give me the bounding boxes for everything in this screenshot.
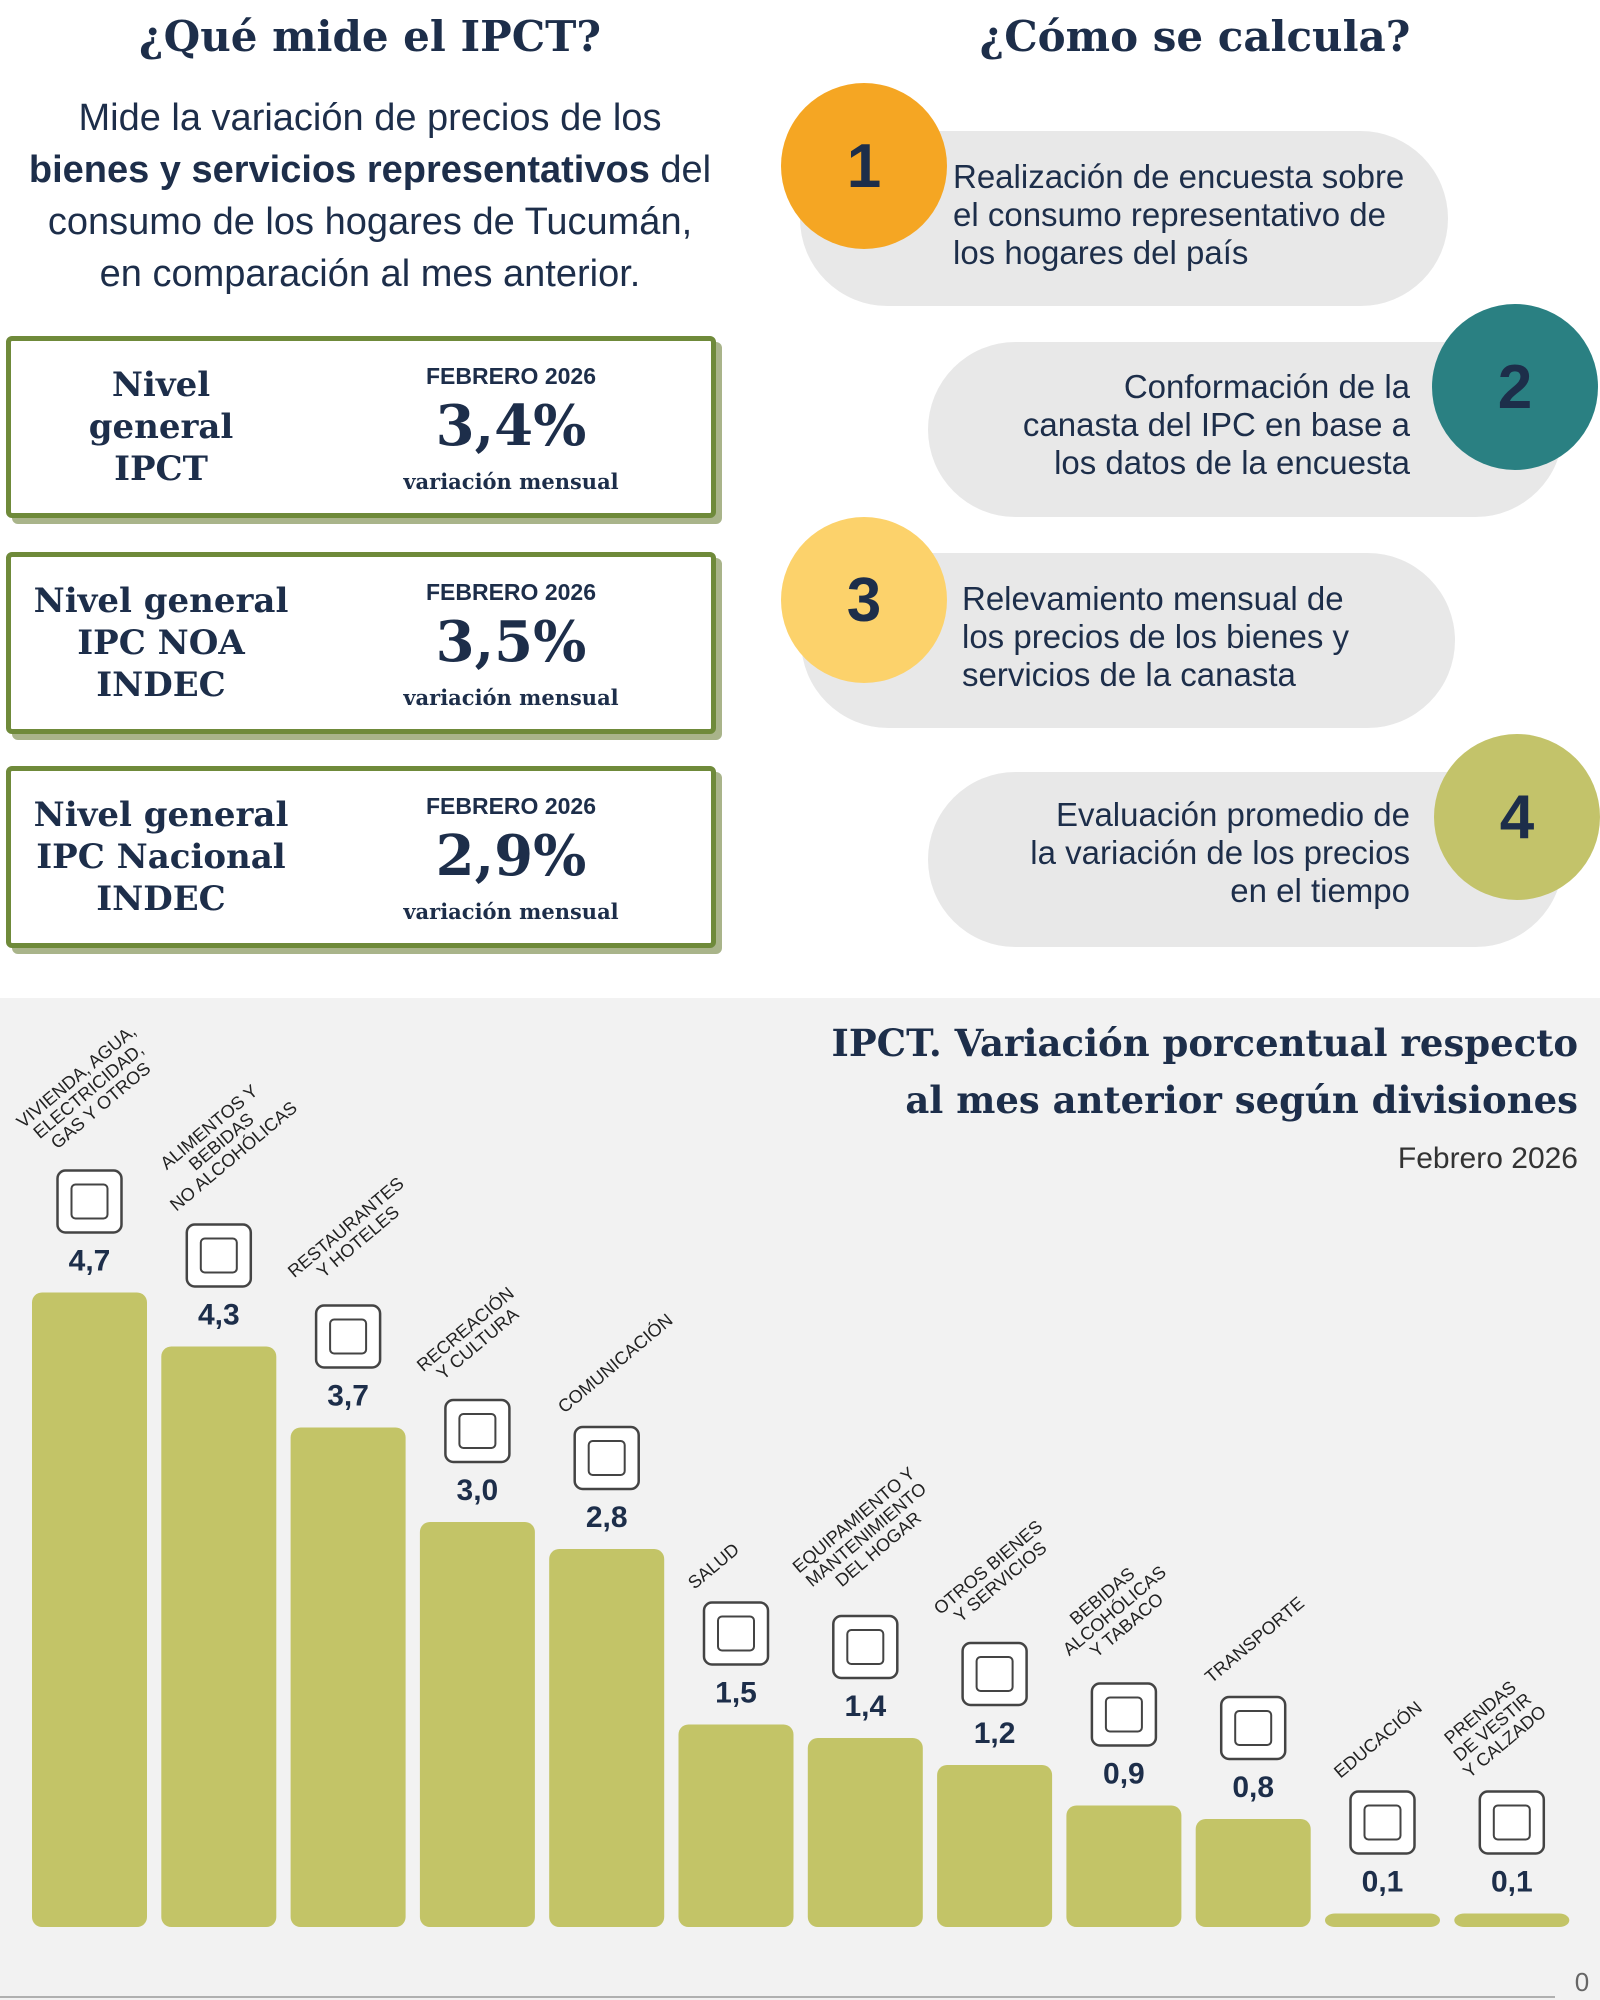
bar	[1325, 1913, 1440, 1927]
bar	[937, 1765, 1053, 1927]
icon-detail	[846, 1629, 885, 1665]
icon	[444, 1398, 511, 1464]
value-label: 3,7	[327, 1379, 369, 1412]
icon-detail	[1492, 1804, 1531, 1841]
icon	[702, 1601, 770, 1666]
icon-detail	[329, 1318, 368, 1355]
card-note: variación mensual	[403, 685, 619, 710]
bar	[1195, 1819, 1311, 1927]
value-label: 1,5	[715, 1676, 757, 1709]
icon-detail	[1104, 1696, 1143, 1733]
card-period: FEBRERO 2026	[425, 579, 596, 605]
icon-detail	[70, 1183, 109, 1220]
icon-detail	[458, 1413, 497, 1449]
right-title: ¿Cómo se calcula?	[979, 12, 1411, 61]
card-note: variación mensual	[403, 899, 619, 924]
info-card: Nivel general IPCT FEBRERO 2026 3,4% variac…	[6, 336, 716, 518]
card-value: 3,4%	[435, 393, 587, 459]
value-label: 3,0	[457, 1474, 499, 1507]
value-label: 4,7	[69, 1244, 111, 1277]
bar	[161, 1346, 277, 1927]
icon	[961, 1641, 1028, 1707]
card-title: Nivel general IPCT	[88, 365, 234, 489]
icon	[1219, 1695, 1287, 1761]
step-text: Evaluación promedio de la variación de l…	[1030, 796, 1410, 909]
icon	[573, 1425, 640, 1491]
step-number: 2	[1432, 304, 1598, 470]
info-card: Nivel general IPC NOA INDEC FEBRERO 2026 3…	[6, 552, 716, 734]
description-text: del consumo de los hogares de Tucumán, e…	[47, 149, 712, 295]
step-number: 3	[781, 517, 947, 683]
bar	[807, 1738, 923, 1927]
card-period: FEBRERO 2026	[425, 363, 596, 389]
icon	[314, 1304, 382, 1369]
icon	[185, 1223, 253, 1288]
value-label: 0,1	[1362, 1865, 1404, 1898]
description: Mide la variación de precios de los bien…	[0, 92, 740, 300]
value-label: 0,8	[1232, 1771, 1274, 1804]
bar	[32, 1292, 147, 1927]
step-text: Realización de encuesta sobre el consumo…	[953, 158, 1405, 271]
bar	[290, 1427, 406, 1927]
icon	[1349, 1790, 1416, 1855]
card-title: Nivel general IPC Nacional INDEC	[33, 795, 289, 919]
icon-detail	[199, 1237, 238, 1274]
step-text: Relevamiento mensual de los precios de l…	[962, 580, 1350, 693]
bar	[678, 1724, 794, 1927]
value-label: 1,4	[844, 1690, 886, 1723]
bar	[1066, 1805, 1182, 1927]
chart-title: IPCT. Variación porcentual respecto al m…	[831, 1021, 1578, 1122]
value-label: 0,1	[1491, 1865, 1533, 1898]
card-value: 3,5%	[435, 609, 587, 675]
description-text: Mide la variación de precios de los	[78, 97, 662, 139]
y-tick-label: 0	[1575, 1967, 1589, 1997]
icon	[56, 1169, 123, 1234]
bar	[549, 1549, 665, 1927]
bar	[1454, 1913, 1570, 1927]
value-label: 2,8	[586, 1501, 628, 1534]
icon-detail	[717, 1615, 755, 1652]
step-number: 4	[1434, 734, 1600, 900]
card-value: 2,9%	[435, 823, 587, 889]
icon-detail	[1363, 1804, 1402, 1841]
description-bold: bienes y servicios representativos	[28, 149, 650, 191]
icon	[832, 1614, 899, 1680]
icon	[1478, 1790, 1546, 1855]
icon-detail	[587, 1440, 626, 1476]
value-label: 1,2	[974, 1717, 1016, 1750]
card-note: variación mensual	[403, 469, 619, 494]
step-text: Conformación de la canasta del IPC en ba…	[1022, 368, 1410, 481]
card-period: FEBRERO 2026	[425, 793, 596, 819]
bar	[419, 1522, 535, 1927]
icon	[1090, 1682, 1158, 1747]
step-number: 1	[781, 83, 947, 249]
info-card: Nivel general IPC Nacional INDEC FEBRERO …	[6, 766, 716, 948]
chart-subtitle: Febrero 2026	[1397, 1142, 1578, 1175]
card-title: Nivel general IPC NOA INDEC	[33, 581, 289, 705]
left-title: ¿Qué mide el IPCT?	[139, 12, 601, 61]
icon-detail	[1234, 1710, 1273, 1746]
value-label: 4,3	[198, 1298, 240, 1331]
icon-detail	[975, 1656, 1014, 1692]
value-label: 0,9	[1103, 1757, 1145, 1790]
